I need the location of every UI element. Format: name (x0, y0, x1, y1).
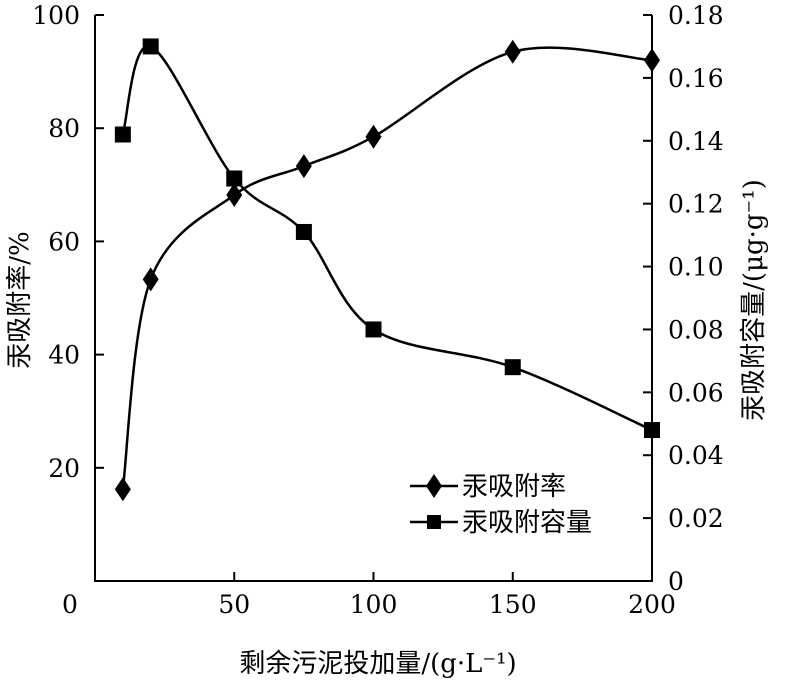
ticks: 0 50 100 150 200 20 40 60 80 100 0 0.02 0.04 0.06 0.08… (32, 1, 723, 619)
y-left-tick-label: 60 (48, 227, 80, 256)
y-right-tick-label: 0.04 (668, 441, 724, 470)
adsorption-rate-point (142, 267, 159, 292)
y-right-tick-label: 0.16 (668, 64, 724, 93)
adsorption-rate-line (121, 46, 653, 490)
adsorption-rate-point (295, 154, 312, 179)
adsorption-capacity-point (644, 422, 660, 439)
y-left-tick-label: 80 (48, 114, 80, 143)
x-axis-title: 剩余污泥投加量/(g·L⁻¹) (239, 649, 516, 679)
legend: 汞吸附率 汞吸附容量 (410, 472, 592, 538)
y-right-tick-label: 0.18 (668, 1, 724, 30)
adsorption-capacity-point (226, 170, 243, 187)
y-right-tick-label: 0.10 (668, 253, 724, 282)
adsorption-rate-point (226, 182, 243, 207)
x-tick-label: 100 (350, 590, 398, 619)
x-tick-label: 200 (628, 590, 676, 619)
adsorption-capacity-point (365, 321, 382, 338)
x-tick-label: 150 (489, 590, 537, 619)
adsorption-capacity-point (142, 38, 159, 55)
y-right-tick-label: 0 (668, 567, 684, 596)
y-right-tick-label: 0.12 (668, 190, 724, 219)
y-right-tick-label: 0.14 (668, 127, 724, 156)
series-lines (121, 45, 653, 490)
y-right-tick-label: 0.02 (668, 504, 724, 533)
y-axis-right-title: 汞吸附容量/(μg·g⁻¹) (739, 179, 769, 421)
x-tick-label: 0 (62, 590, 78, 619)
y-left-tick-label: 100 (32, 1, 80, 30)
adsorption-capacity-point (295, 223, 312, 240)
x-tick-label: 50 (218, 590, 250, 619)
legend-item-adsorption-rate: 汞吸附率 (410, 472, 566, 502)
y-axis-left-title: 汞吸附率/% (5, 231, 35, 368)
adsorption-rate-point (365, 124, 382, 149)
adsorption-capacity-line (121, 45, 653, 432)
y-right-tick-label: 0.06 (668, 378, 724, 407)
y-left-tick-label: 20 (48, 454, 80, 483)
adsorption-rate-point (114, 477, 131, 502)
y-left-tick-label: 40 (48, 341, 80, 370)
adsorption-rate-point (644, 48, 660, 73)
legend-item-adsorption-capacity: 汞吸附容量 (410, 508, 592, 538)
axes (94, 15, 653, 582)
series-markers (114, 38, 660, 502)
y-right-tick-label: 0.08 (668, 315, 724, 344)
adsorption-capacity-point (504, 359, 521, 376)
adsorption-rate-point (504, 39, 521, 64)
adsorption-capacity-point (114, 126, 131, 143)
legend-label-adsorption-rate: 汞吸附率 (462, 472, 566, 502)
legend-label-adsorption-capacity: 汞吸附容量 (462, 508, 592, 538)
